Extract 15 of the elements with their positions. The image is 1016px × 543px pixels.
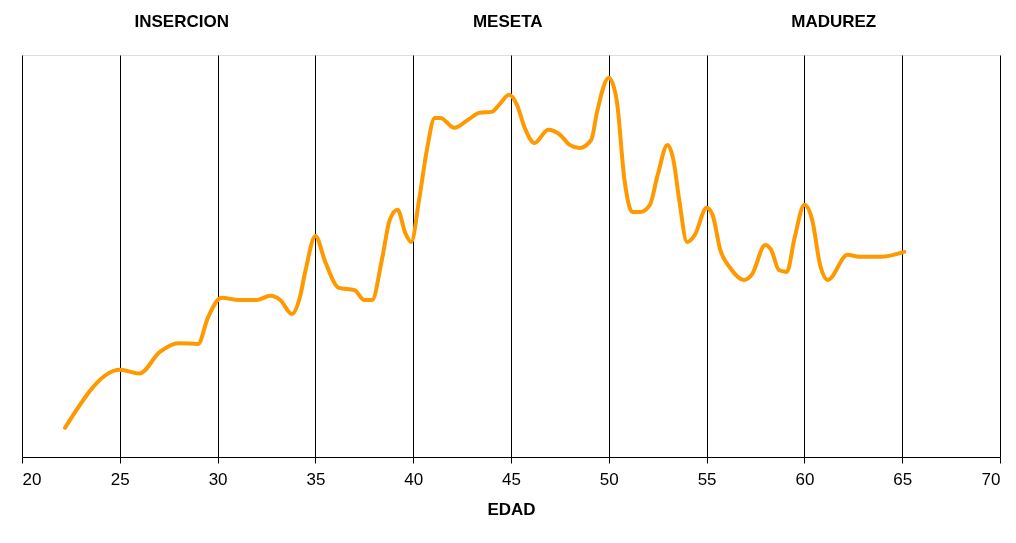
x-axis-title: EDAD bbox=[487, 499, 536, 519]
x-tick-label: 50 bbox=[599, 469, 619, 489]
text: INSERCION bbox=[134, 12, 229, 31]
x-tick-label: 70 bbox=[981, 469, 1001, 489]
text: MADUREZ bbox=[791, 12, 877, 31]
x-tick-label: 55 bbox=[697, 469, 717, 489]
x-tick-label: 20 bbox=[22, 469, 42, 489]
x-tick-label: 40 bbox=[404, 469, 424, 489]
x-tick-label: 30 bbox=[208, 469, 228, 489]
text: MESETA bbox=[472, 12, 543, 31]
x-tick-label: 60 bbox=[795, 469, 815, 489]
x-tick-label: 45 bbox=[502, 469, 521, 489]
x-tick-label: 65 bbox=[893, 469, 913, 489]
x-tick-label: 25 bbox=[110, 469, 130, 489]
x-tick-label: 35 bbox=[306, 469, 326, 489]
